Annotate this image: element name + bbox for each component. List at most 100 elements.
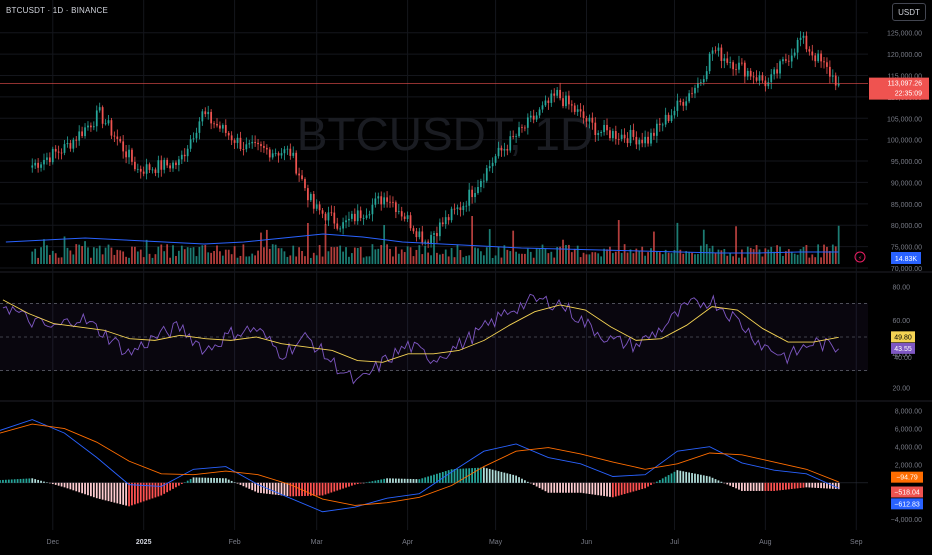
candle-body[interactable] — [37, 162, 40, 168]
candle-body[interactable] — [40, 164, 42, 168]
candle-body[interactable] — [134, 161, 136, 170]
candle-body[interactable] — [43, 159, 45, 165]
candle-body[interactable] — [506, 149, 509, 151]
candle-body[interactable] — [711, 50, 714, 54]
candle-body[interactable] — [274, 153, 277, 154]
candle-body[interactable] — [823, 61, 825, 63]
candle-body[interactable] — [814, 55, 817, 62]
candle-body[interactable] — [708, 53, 711, 72]
candle-body[interactable] — [459, 207, 462, 210]
candle-body[interactable] — [480, 181, 482, 187]
candle-body[interactable] — [365, 215, 368, 218]
candle-body[interactable] — [230, 135, 233, 141]
candle-body[interactable] — [257, 142, 259, 145]
candle-body[interactable] — [629, 129, 632, 144]
candle-body[interactable] — [301, 175, 303, 180]
candle-body[interactable] — [216, 124, 218, 126]
candle-body[interactable] — [661, 124, 664, 126]
candle-body[interactable] — [177, 159, 180, 166]
candle-body[interactable] — [550, 93, 553, 103]
candle-body[interactable] — [122, 141, 125, 152]
candle-body[interactable] — [773, 69, 776, 75]
candle-body[interactable] — [594, 122, 597, 136]
candle-body[interactable] — [641, 139, 644, 144]
candle-body[interactable] — [263, 146, 265, 148]
candle-body[interactable] — [389, 201, 391, 203]
candle-body[interactable] — [207, 111, 210, 115]
currency-button[interactable]: USDT — [892, 3, 926, 21]
candle-body[interactable] — [90, 125, 92, 128]
candle-body[interactable] — [512, 136, 515, 137]
candle-body[interactable] — [406, 215, 409, 219]
candle-body[interactable] — [609, 130, 611, 139]
candle-body[interactable] — [195, 132, 198, 139]
candle-body[interactable] — [289, 148, 292, 156]
macd-pane[interactable] — [0, 419, 868, 513]
candle-body[interactable] — [450, 208, 453, 221]
candle-body[interactable] — [371, 204, 374, 215]
candle-body[interactable] — [166, 159, 169, 166]
candle-body[interactable] — [834, 75, 837, 86]
candle-body[interactable] — [817, 53, 820, 62]
candle-body[interactable] — [600, 132, 603, 134]
candle-body[interactable] — [84, 127, 86, 137]
candle-body[interactable] — [403, 216, 406, 219]
candle-body[interactable] — [424, 241, 427, 243]
candle-body[interactable] — [57, 151, 60, 153]
candle-body[interactable] — [758, 75, 761, 81]
candle-body[interactable] — [799, 37, 802, 40]
candle-body[interactable] — [796, 39, 799, 53]
candle-body[interactable] — [782, 59, 784, 62]
candle-body[interactable] — [538, 109, 541, 116]
candle-body[interactable] — [380, 196, 383, 205]
candle-body[interactable] — [691, 93, 693, 95]
candle-body[interactable] — [620, 134, 623, 139]
candle-body[interactable] — [330, 212, 333, 214]
candle-body[interactable] — [353, 213, 356, 222]
candle-body[interactable] — [54, 148, 57, 152]
candle-body[interactable] — [614, 131, 617, 139]
candle-body[interactable] — [717, 47, 720, 51]
candle-body[interactable] — [503, 149, 506, 151]
candle-body[interactable] — [644, 136, 647, 144]
candle-body[interactable] — [573, 105, 576, 112]
candle-body[interactable] — [702, 79, 705, 83]
candle-body[interactable] — [386, 197, 388, 202]
candle-body[interactable] — [98, 107, 101, 111]
candle-body[interactable] — [142, 171, 145, 174]
candle-body[interactable] — [471, 189, 474, 198]
candle-body[interactable] — [820, 53, 822, 62]
candle-body[interactable] — [412, 228, 415, 232]
candle-body[interactable] — [433, 233, 435, 235]
candle-body[interactable] — [95, 110, 98, 127]
candle-body[interactable] — [75, 139, 78, 141]
candle-body[interactable] — [421, 231, 424, 243]
candle-body[interactable] — [92, 126, 95, 128]
candle-body[interactable] — [113, 135, 116, 137]
candle-body[interactable] — [685, 101, 688, 106]
candle-body[interactable] — [752, 76, 755, 78]
candle-body[interactable] — [723, 58, 726, 61]
candle-body[interactable] — [553, 93, 556, 96]
candle-body[interactable] — [186, 148, 189, 157]
candle-body[interactable] — [362, 217, 365, 219]
candle-body[interactable] — [221, 125, 224, 129]
candle-body[interactable] — [377, 196, 380, 199]
candle-body[interactable] — [518, 127, 520, 137]
candle-body[interactable] — [664, 114, 667, 125]
candle-body[interactable] — [51, 148, 54, 163]
candle-body[interactable] — [151, 169, 154, 171]
candle-body[interactable] — [579, 109, 582, 112]
candle-body[interactable] — [131, 149, 133, 162]
candle-body[interactable] — [565, 95, 567, 107]
candle-body[interactable] — [307, 188, 309, 201]
candle-body[interactable] — [770, 74, 773, 83]
candle-body[interactable] — [682, 102, 685, 106]
price-axis[interactable]: 125,000.00120,000.00115,000.00110,000.00… — [869, 31, 929, 524]
candle-body[interactable] — [749, 70, 752, 77]
candle-body[interactable] — [591, 117, 594, 123]
candle-body[interactable] — [468, 189, 471, 206]
candle-body[interactable] — [327, 212, 330, 221]
